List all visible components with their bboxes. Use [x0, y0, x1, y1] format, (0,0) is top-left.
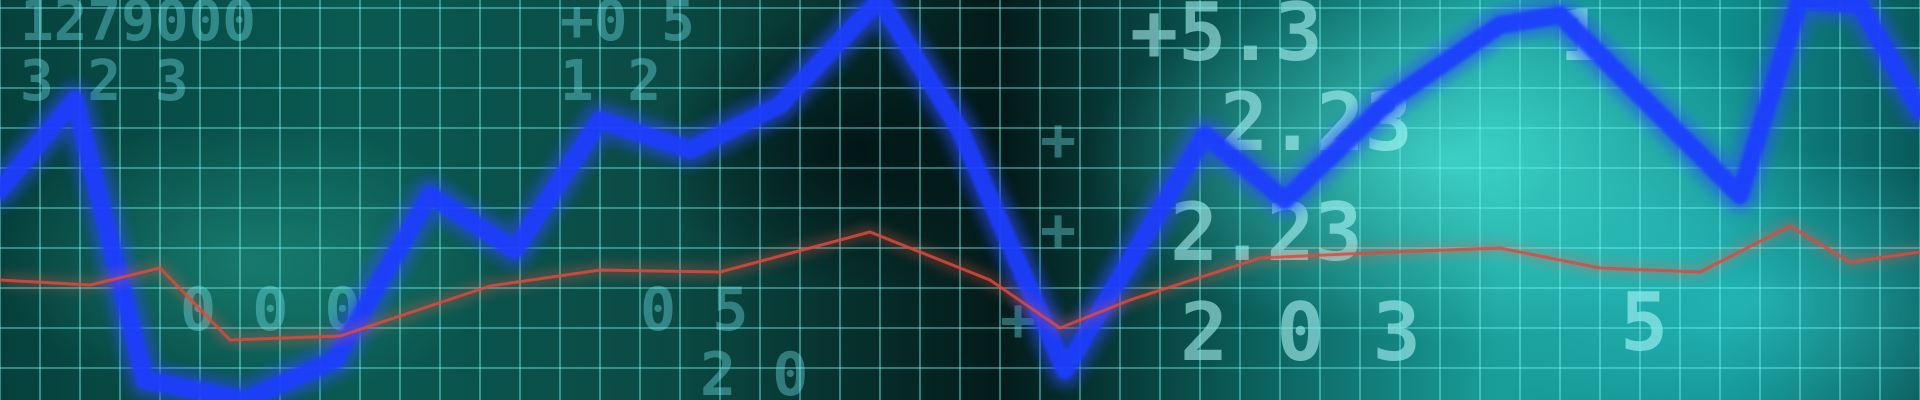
- svg-text:+0 5: +0 5: [560, 0, 695, 54]
- svg-text:2 0: 2 0: [700, 340, 808, 400]
- svg-text:1 2: 1 2: [560, 49, 661, 114]
- svg-text:2 0 3: 2 0 3: [1180, 286, 1421, 379]
- red-line-glow: [0, 221, 1920, 345]
- svg-text:1279000: 1279000: [20, 0, 256, 54]
- svg-text:0 5: 0 5: [640, 275, 748, 345]
- svg-text:+5.3: +5.3: [1130, 0, 1323, 79]
- red-trend-line: [0, 224, 1920, 342]
- svg-text:+: +: [1040, 195, 1076, 265]
- svg-text:5: 5: [1620, 276, 1668, 369]
- svg-text:+: +: [1040, 105, 1076, 175]
